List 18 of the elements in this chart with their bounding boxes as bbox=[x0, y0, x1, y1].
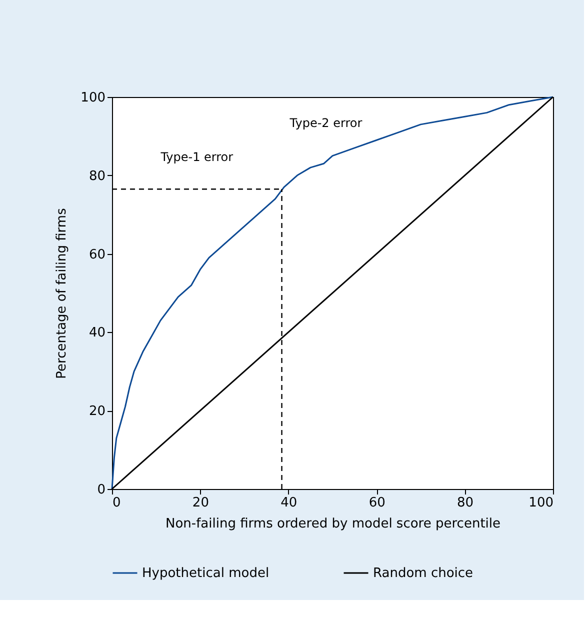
y-tick-label: 40 bbox=[88, 326, 106, 341]
y-tick-label: 100 bbox=[80, 90, 106, 106]
x-tick-label: 0 bbox=[112, 496, 121, 510]
y-axis-title: Percentage of failing firms bbox=[54, 208, 70, 379]
y-tick-label: 0 bbox=[97, 482, 106, 498]
x-tick-label: 60 bbox=[368, 496, 386, 510]
y-tick-label: 20 bbox=[88, 404, 106, 420]
x-tick-label: 40 bbox=[280, 496, 298, 510]
x-tick-label: 100 bbox=[528, 496, 554, 510]
x-tick-label: 20 bbox=[192, 496, 209, 510]
annotation: Type-1 error bbox=[160, 150, 234, 164]
y-tick-label: 80 bbox=[88, 168, 106, 184]
legend-label: Random choice bbox=[373, 566, 474, 581]
legend-label: Hypothetical model bbox=[142, 566, 270, 581]
x-axis-title: Non-failing firms ordered by model score percentile bbox=[165, 516, 501, 532]
y-tick-label: 60 bbox=[88, 247, 106, 262]
annotation: Type-2 error bbox=[288, 116, 362, 130]
x-tick-label: 80 bbox=[457, 496, 474, 510]
